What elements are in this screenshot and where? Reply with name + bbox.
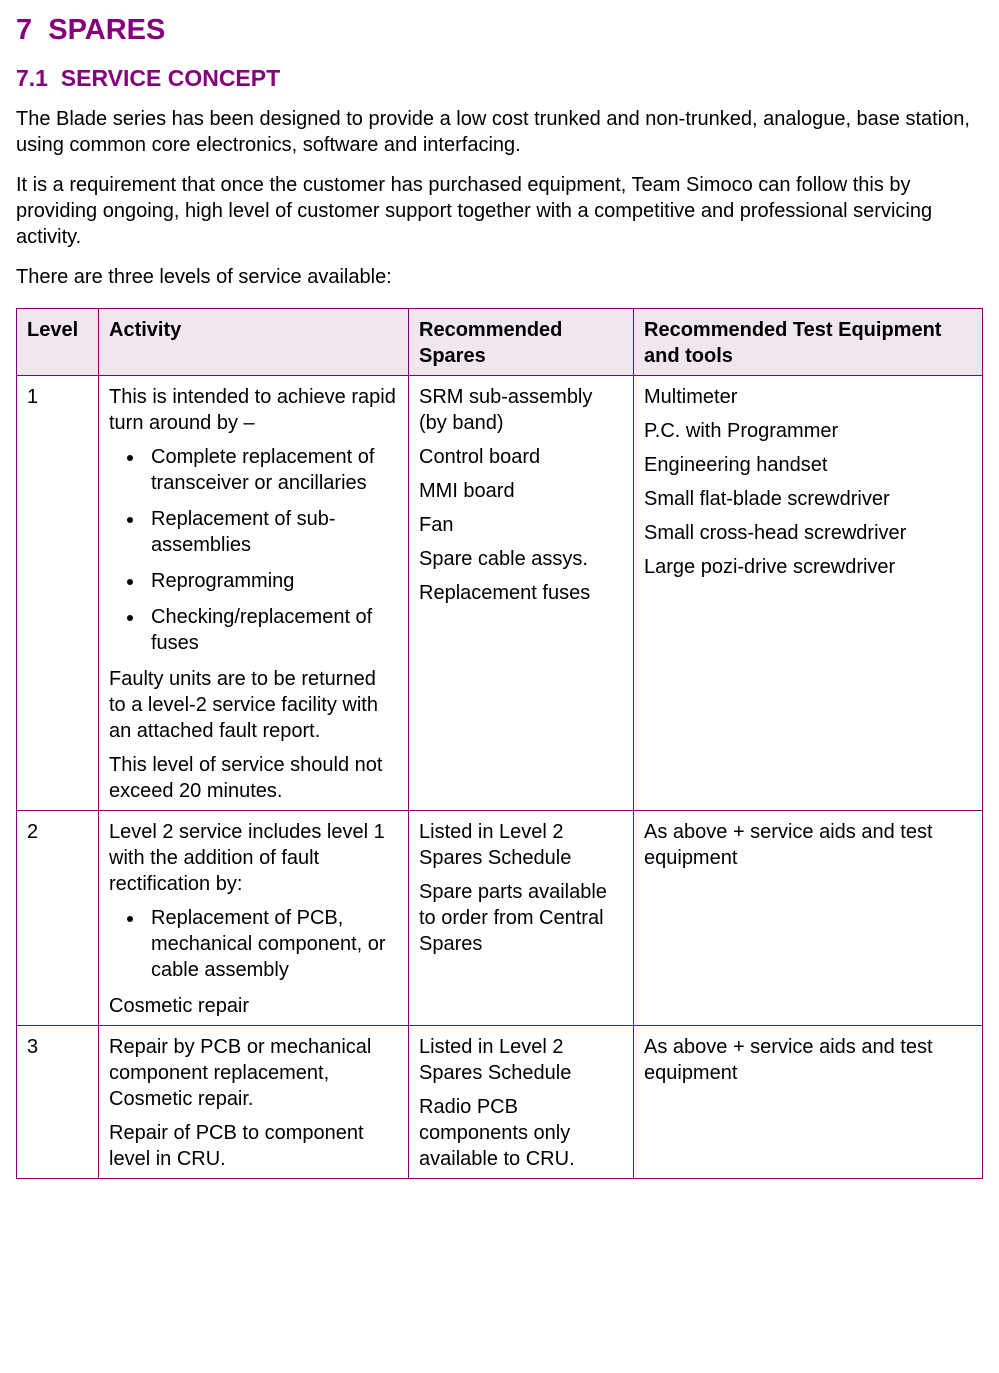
col-header-equipment: Recommended Test Equipment and tools [634,308,983,375]
activity-post: Faulty units are to be returned to a lev… [109,666,398,744]
cell-spares: Listed in Level 2 Spares Schedule Radio … [409,1025,634,1178]
section-title: SPARES [48,14,165,46]
spares-item: Fan [419,512,623,538]
subsection-heading: 7.1 SERVICE CONCEPT [16,64,983,94]
section-heading: 7 SPARES [16,12,983,50]
cell-activity: Level 2 service includes level 1 with th… [99,810,409,1025]
equipment-item: Small cross-head screwdriver [644,520,972,546]
equipment-item: As above + service aids and test equipme… [644,819,972,871]
spares-item: MMI board [419,478,623,504]
intro-paragraph-3: There are three levels of service availa… [16,264,983,290]
spares-item: Listed in Level 2 Spares Schedule [419,819,623,871]
cell-equipment: As above + service aids and test equipme… [634,1025,983,1178]
intro-paragraph-2: It is a requirement that once the custom… [16,172,983,250]
subsection-number: 7.1 [16,65,48,91]
cell-activity: Repair by PCB or mechanical component re… [99,1025,409,1178]
spares-item: Replacement fuses [419,580,623,606]
col-header-spares: Recommended Spares [409,308,634,375]
equipment-item: As above + service aids and test equipme… [644,1034,972,1086]
activity-post: Repair by PCB or mechanical component re… [109,1034,398,1112]
spares-item: Listed in Level 2 Spares Schedule [419,1034,623,1086]
spares-item: Spare parts available to order from Cent… [419,879,623,957]
cell-level: 3 [17,1025,99,1178]
activity-bullet: Checking/replacement of fuses [145,604,398,656]
activity-bullet: Replacement of sub-assemblies [145,506,398,558]
activity-intro: Level 2 service includes level 1 with th… [109,819,398,897]
spares-item: Control board [419,444,623,470]
table-row: 2 Level 2 service includes level 1 with … [17,810,983,1025]
spares-item: Spare cable assys. [419,546,623,572]
activity-bullet: Reprogramming [145,568,398,594]
cell-equipment: As above + service aids and test equipme… [634,810,983,1025]
col-header-level: Level [17,308,99,375]
table-row: 1 This is intended to achieve rapid turn… [17,375,983,810]
cell-equipment: Multimeter P.C. with Programmer Engineer… [634,375,983,810]
col-header-activity: Activity [99,308,409,375]
activity-bullets: Replacement of PCB, mechanical component… [109,905,398,983]
intro-paragraph-1: The Blade series has been designed to pr… [16,106,983,158]
spares-item: SRM sub-assembly (by band) [419,384,623,436]
spares-item: Radio PCB components only available to C… [419,1094,623,1172]
subsection-title: SERVICE CONCEPT [61,65,280,91]
table-row: 3 Repair by PCB or mechanical component … [17,1025,983,1178]
activity-bullet: Complete replacement of transceiver or a… [145,444,398,496]
equipment-item: Engineering handset [644,452,972,478]
cell-spares: Listed in Level 2 Spares Schedule Spare … [409,810,634,1025]
activity-post: Repair of PCB to component level in CRU. [109,1120,398,1172]
activity-intro: This is intended to achieve rapid turn a… [109,384,398,436]
cell-level: 2 [17,810,99,1025]
equipment-item: Large pozi-drive screwdriver [644,554,972,580]
cell-activity: This is intended to achieve rapid turn a… [99,375,409,810]
equipment-item: Small flat-blade screwdriver [644,486,972,512]
activity-post: Cosmetic repair [109,993,398,1019]
cell-level: 1 [17,375,99,810]
table-header-row: Level Activity Recommended Spares Recomm… [17,308,983,375]
activity-bullet: Replacement of PCB, mechanical component… [145,905,398,983]
equipment-item: Multimeter [644,384,972,410]
service-levels-table: Level Activity Recommended Spares Recomm… [16,308,983,1179]
activity-bullets: Complete replacement of transceiver or a… [109,444,398,656]
section-number: 7 [16,14,32,46]
cell-spares: SRM sub-assembly (by band) Control board… [409,375,634,810]
equipment-item: P.C. with Programmer [644,418,972,444]
activity-post: This level of service should not exceed … [109,752,398,804]
